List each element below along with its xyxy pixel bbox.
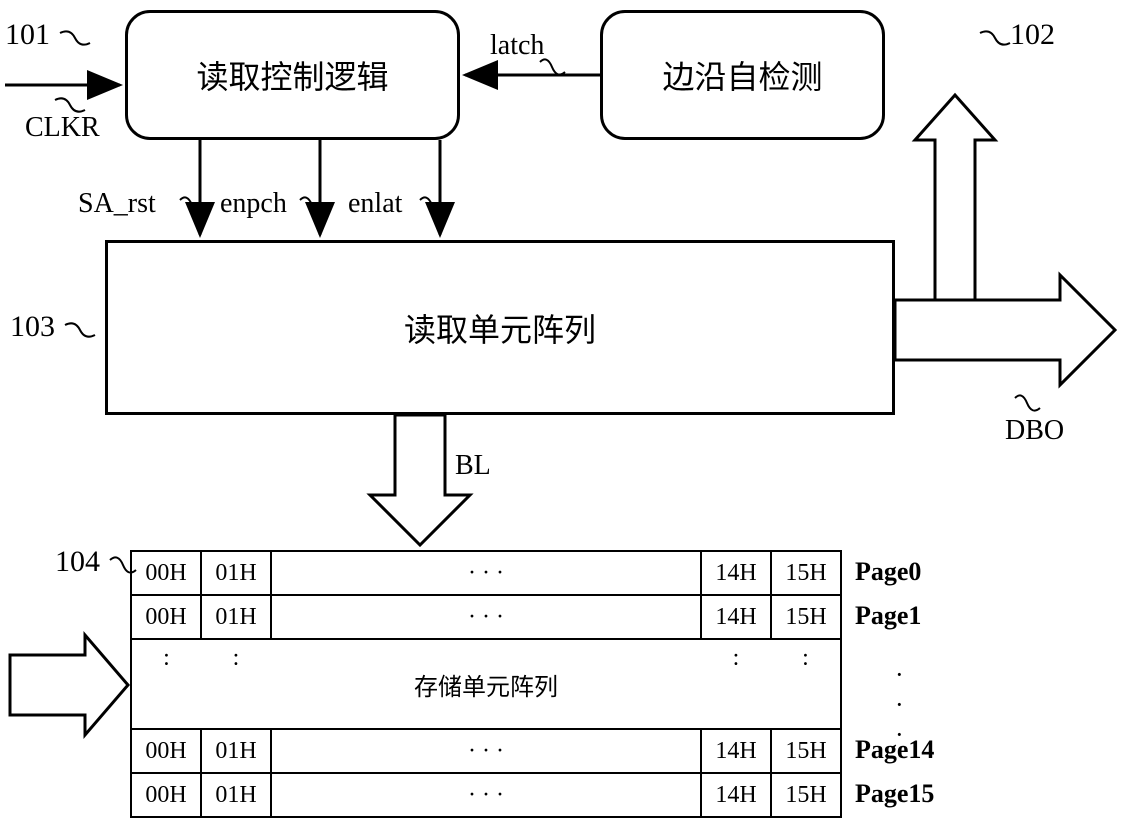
clkr-label: CLKR <box>25 112 100 144</box>
page-label: Page14 <box>855 735 934 765</box>
mem-cell: 15H <box>771 773 841 817</box>
read-control-logic-block: 读取控制逻辑 <box>125 10 460 140</box>
mem-cell: 14H <box>701 729 771 773</box>
mem-cell-dots: : <box>771 639 841 729</box>
mem-cell: 14H <box>701 773 771 817</box>
mem-cell-dots: : <box>131 639 201 729</box>
edge-self-detect-label: 边沿自检测 <box>662 52 822 98</box>
mem-cell: 14H <box>701 551 771 595</box>
mem-cell: 00H <box>131 773 201 817</box>
ref-101: 101 <box>5 18 50 52</box>
mem-cell: 01H <box>201 729 271 773</box>
mem-cell: · · · <box>271 551 701 595</box>
enpch-label: enpch <box>220 188 287 220</box>
page-label: Page15 <box>855 779 934 809</box>
edge-self-detect-block: 边沿自检测 <box>600 10 885 140</box>
block-diagram: 读取控制逻辑 边沿自检测 读取单元阵列 00H 01H · · · 14H 15… <box>0 0 1123 839</box>
memory-array-table: 00H 01H · · · 14H 15H 00H 01H · · · 14H … <box>130 550 842 818</box>
sa-rst-label: SA_rst <box>78 188 156 220</box>
dbo-label: DBO <box>1005 415 1064 447</box>
mem-cell: · · · <box>271 773 701 817</box>
mem-cell: 00H <box>131 595 201 639</box>
read-control-logic-label: 读取控制逻辑 <box>196 52 388 98</box>
mem-cell: · · · <box>271 595 701 639</box>
enlat-label: enlat <box>348 188 402 220</box>
page-label: Page0 <box>855 557 921 587</box>
mem-cell: 00H <box>131 729 201 773</box>
mem-cell: 14H <box>701 595 771 639</box>
mem-cell: 01H <box>201 551 271 595</box>
mem-cell: 01H <box>201 595 271 639</box>
mem-cell: 00H <box>131 551 201 595</box>
mem-cell: · · · <box>271 729 701 773</box>
latch-label: latch <box>490 30 544 62</box>
mem-cell: 15H <box>771 595 841 639</box>
read-unit-array-block: 读取单元阵列 <box>105 240 895 415</box>
bl-label: BL <box>455 450 491 482</box>
ref-102: 102 <box>1010 18 1055 52</box>
page-label: Page1 <box>855 601 921 631</box>
ref-103: 103 <box>10 310 55 344</box>
wl-label: WL <box>40 668 84 700</box>
mem-cell-dots: : <box>701 639 771 729</box>
mem-cell: 01H <box>201 773 271 817</box>
storage-unit-array-label: 存储单元阵列 <box>271 639 701 729</box>
mem-cell-dots: : <box>201 639 271 729</box>
read-unit-array-label: 读取单元阵列 <box>404 305 596 351</box>
mem-cell: 15H <box>771 551 841 595</box>
ref-104: 104 <box>55 545 100 579</box>
mem-cell: 15H <box>771 729 841 773</box>
